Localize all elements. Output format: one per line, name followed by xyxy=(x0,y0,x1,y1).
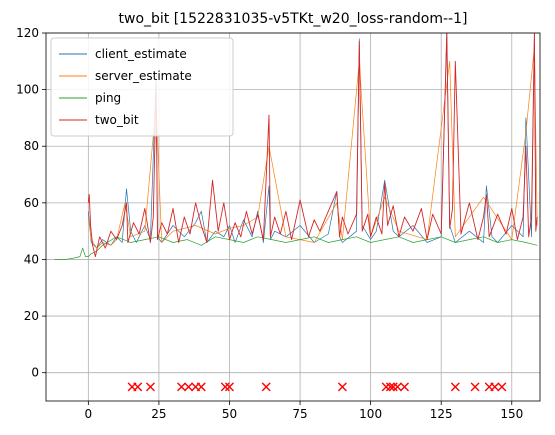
loss-marker xyxy=(220,382,230,392)
x-tick-label: 150 xyxy=(500,407,523,421)
series-line-server-estimate xyxy=(87,46,538,249)
x-tick-label: 50 xyxy=(222,407,237,421)
legend-label: two_bit xyxy=(95,113,139,127)
loss-marker xyxy=(381,382,391,392)
plot-area xyxy=(54,33,538,392)
legend-box xyxy=(50,37,234,137)
loss-marker xyxy=(133,382,143,392)
x-tick-label: 100 xyxy=(359,407,382,421)
loss-marker xyxy=(224,382,234,392)
loss-marker xyxy=(196,382,206,392)
y-tick-label: 20 xyxy=(24,309,39,323)
y-tick-label: 0 xyxy=(31,366,39,380)
y-tick-label: 80 xyxy=(24,139,39,153)
y-tick-label: 100 xyxy=(16,83,39,97)
loss-marker xyxy=(184,382,194,392)
x-tick-label: 25 xyxy=(151,407,166,421)
loss-marker xyxy=(400,382,409,392)
chart-title: two_bit [1522831035-v5TKt_w20_loss-rando… xyxy=(119,11,468,27)
y-tick-label: 120 xyxy=(16,26,39,40)
y-tick-label: 60 xyxy=(24,196,39,210)
loss-marker xyxy=(261,382,271,392)
loss-marker xyxy=(490,382,500,392)
loss-marker xyxy=(450,382,460,392)
x-tick-label: 0 xyxy=(85,407,93,421)
loss-marker xyxy=(385,382,395,392)
legend-label: ping xyxy=(95,91,121,105)
y-tick-label: 40 xyxy=(24,252,39,266)
loss-marker xyxy=(145,382,155,392)
loss-marker xyxy=(337,382,347,392)
legend-label: server_estimate xyxy=(95,69,192,83)
x-tick-label: 125 xyxy=(430,407,453,421)
legend-label: client_estimate xyxy=(95,47,187,61)
loss-marker xyxy=(392,382,402,392)
loss-marker xyxy=(497,382,507,392)
loss-marker xyxy=(177,382,186,392)
axes-frame xyxy=(45,32,541,402)
series-group xyxy=(54,33,538,392)
x-tick-label: 75 xyxy=(292,407,307,421)
series-line-ping xyxy=(54,236,538,260)
loss-marker xyxy=(388,382,398,392)
series-line-two-bit xyxy=(87,33,538,258)
loss-marker xyxy=(470,382,480,392)
axes-ticks: 0 25 50 75 100 125 150 0 20 40 60 80 100 120 xyxy=(16,26,523,421)
